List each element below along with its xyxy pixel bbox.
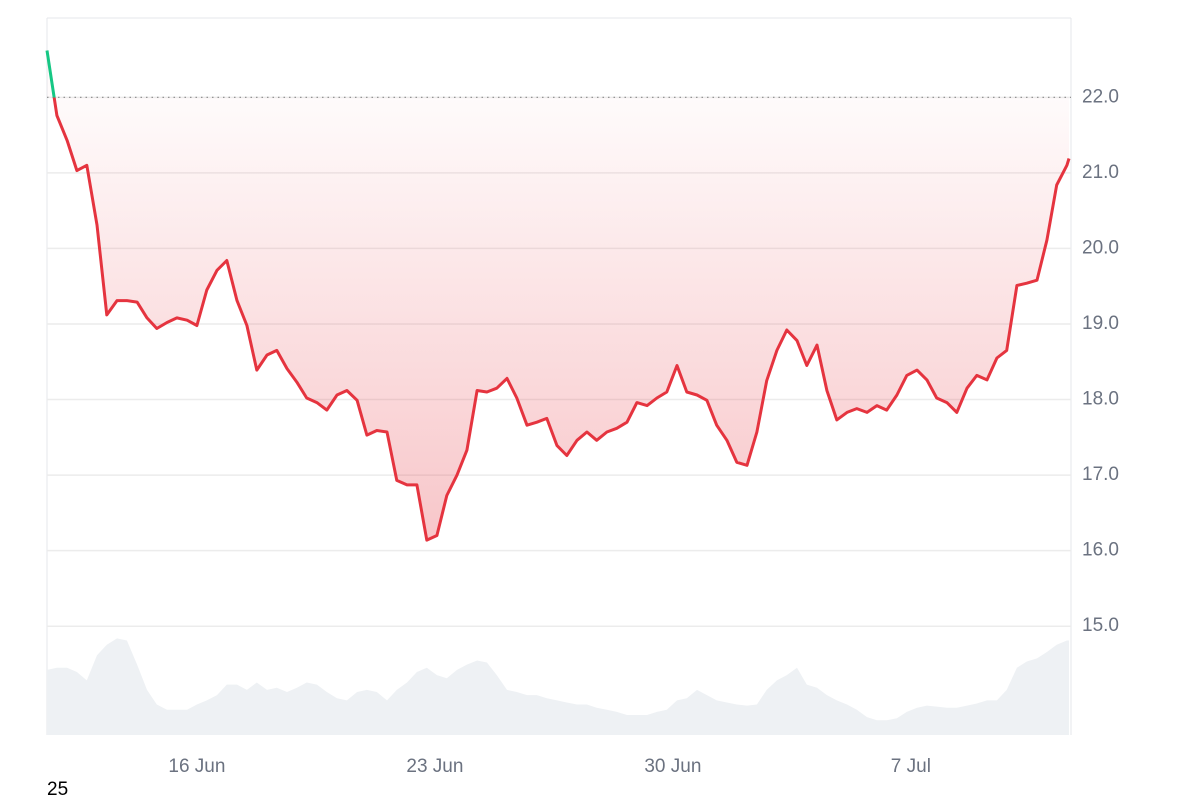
volume-area <box>47 638 1069 735</box>
footer-text: 25 <box>47 779 68 800</box>
x-tick-label: 7 Jul <box>891 756 931 777</box>
y-tick-label: 21.0 <box>1082 162 1119 183</box>
x-tick-label: 23 Jun <box>406 756 463 777</box>
y-tick-label: 18.0 <box>1082 389 1119 410</box>
y-tick-label: 22.0 <box>1082 86 1119 107</box>
y-tick-label: 16.0 <box>1082 540 1119 561</box>
x-tick-label: 16 Jun <box>168 756 225 777</box>
y-tick-label: 15.0 <box>1082 615 1119 636</box>
y-tick-label: 20.0 <box>1082 237 1119 258</box>
plot: 15.0 16.0 17.0 18.0 19.0 20.0 21.0 22.0 16 Jun 23… <box>45 50 1119 777</box>
price-line <box>45 50 1071 542</box>
x-tick-label: 30 Jun <box>644 756 701 777</box>
y-tick-label: 19.0 <box>1082 313 1119 334</box>
price-area <box>47 50 1069 541</box>
y-tick-label: 17.0 <box>1082 464 1119 485</box>
